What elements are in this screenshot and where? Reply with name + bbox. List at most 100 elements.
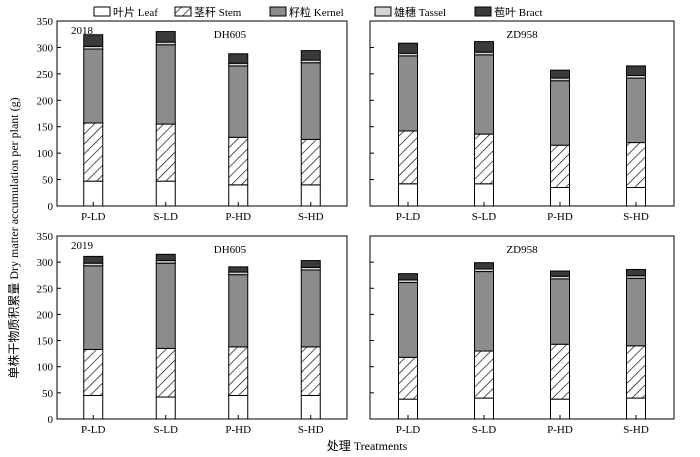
y-tick-label: 150 [37, 122, 54, 134]
bar-segment-bract [550, 69, 570, 79]
bar-segment-kernel [155, 44, 176, 125]
bar-segment-stem [83, 348, 104, 396]
plot-frame [369, 235, 675, 420]
bar-segment-stem [474, 350, 494, 399]
bar-segment-bract [228, 53, 249, 64]
bar-segment-kernel [300, 269, 321, 348]
x-tick-label: P-LD [81, 424, 106, 436]
y-tick-label: 200 [37, 95, 54, 107]
panel-4: ZD958 P-LD S-LD P-HD S-HD [369, 235, 675, 436]
x-tick-label: S-HD [298, 211, 324, 223]
bar-segment-kernel [83, 48, 104, 124]
legend-swatch-kernel [269, 6, 287, 17]
panel-2: ZD958 P-LD S-LD P-HD S-HD [369, 20, 675, 223]
bar-segment-bract [228, 266, 249, 273]
bar-stack-P-LD [398, 42, 418, 207]
bar-segment-kernel [228, 274, 249, 348]
x-tick-label: P-LD [396, 211, 421, 223]
x-tick-label: P-LD [81, 211, 106, 223]
bar-segment-kernel [626, 77, 646, 144]
year-label: 2019 [71, 240, 94, 252]
x-tick-label: S-LD [154, 211, 179, 223]
y-tick-label: 350 [37, 16, 54, 28]
bar-stack-P-LD [398, 273, 418, 420]
bar-segment-stem [228, 346, 249, 396]
legend-label-tassel: 雄穗 Tassel [394, 5, 446, 19]
x-tick-label: P-HD [225, 211, 251, 223]
bar-segment-bract [155, 253, 176, 262]
x-axis-label: 处理 Treatments [327, 439, 408, 453]
panel-title: ZD958 [506, 29, 538, 41]
y-tick-label: 50 [42, 175, 54, 187]
bar-stack-S-HD [300, 50, 321, 207]
y-tick-label: 250 [37, 283, 54, 295]
y-tick-label: 350 [37, 231, 54, 243]
bar-stack-S-HD [626, 65, 646, 207]
bar-segment-kernel [300, 62, 321, 140]
panel-1: 0 50 100 150 200 250 300 350 2018 DH605 P-LD S-LD P-… [37, 16, 348, 223]
bar-segment-kernel [474, 271, 494, 352]
bar-segment-kernel [550, 278, 570, 345]
y-tick-label: 0 [48, 201, 54, 213]
y-tick-label: 100 [37, 362, 54, 374]
bar-segment-bract [398, 273, 418, 281]
bar-segment-stem [626, 142, 646, 188]
x-tick-label: P-HD [225, 424, 251, 436]
bar-stack-S-HD [626, 268, 646, 420]
legend-label-leaf: 叶片 Leaf [113, 6, 158, 19]
bar-segment-kernel [626, 277, 646, 347]
y-tick-label: 100 [37, 148, 54, 160]
bar-segment-stem [398, 356, 418, 400]
bar-segment-bract [398, 42, 418, 54]
legend-label-stem: 茎秆 Stem [194, 6, 242, 19]
bar-segment-kernel [550, 80, 570, 146]
plot-frame [56, 20, 348, 207]
bar-segment-stem [228, 136, 249, 186]
legend: 叶片 Leaf 茎秆 Stem 籽粒 Kernel 雄穗 Tassel 苞叶 Bract [93, 5, 543, 19]
bar-stack-P-HD [550, 69, 570, 207]
y-tick-label: 0 [48, 414, 54, 426]
y-tick-label: 300 [37, 42, 54, 54]
bar-segment-stem [155, 347, 176, 398]
bar-stack-P-LD [83, 255, 104, 420]
panel-title: DH605 [214, 29, 247, 41]
y-tick-label: 200 [37, 309, 54, 321]
bar-segment-kernel [398, 55, 418, 132]
bar-segment-bract [550, 270, 570, 277]
x-tick-label: S-HD [298, 424, 324, 436]
bar-segment-stem [83, 122, 104, 182]
legend-swatch-tassel [374, 6, 392, 17]
y-tick-label: 150 [37, 336, 54, 348]
panel-title: ZD958 [506, 244, 538, 256]
bar-segment-bract [83, 34, 104, 47]
bar-segment-stem [155, 123, 176, 182]
legend-label-bract: 苞叶 Bract [494, 5, 543, 19]
bar-segment-kernel [398, 282, 418, 358]
bar-stack-S-LD [474, 41, 494, 207]
y-axis-label: 单株干物质积累量 Dry matter accumulation per pla… [6, 97, 21, 378]
bar-segment-stem [300, 346, 321, 396]
bar-stack-S-LD [155, 31, 176, 207]
bar-stack-P-HD [228, 266, 249, 420]
bar-segment-kernel [228, 65, 249, 138]
bar-segment-stem [300, 138, 321, 186]
legend-swatch-leaf [93, 6, 111, 17]
bar-segment-stem [474, 133, 494, 185]
legend-swatch-stem [174, 6, 192, 17]
bar-segment-stem [550, 144, 570, 188]
y-tick-label: 250 [37, 69, 54, 81]
plot-frame [369, 20, 675, 207]
panel-3: 0 50 100 150 200 250 300 350 2019 DH605 P-LD S-LD P-… [37, 231, 348, 436]
bar-segment-bract [83, 255, 104, 264]
x-tick-label: S-HD [623, 424, 649, 436]
bar-segment-kernel [155, 262, 176, 349]
legend-swatch-bract [474, 6, 492, 17]
bar-segment-bract [626, 65, 646, 76]
bar-segment-bract [474, 262, 494, 270]
bar-stack-P-HD [228, 53, 249, 207]
bar-stack-S-LD [155, 253, 176, 420]
bar-segment-stem [626, 345, 646, 399]
bar-segment-stem [550, 343, 570, 400]
bar-stack-S-HD [300, 260, 321, 420]
